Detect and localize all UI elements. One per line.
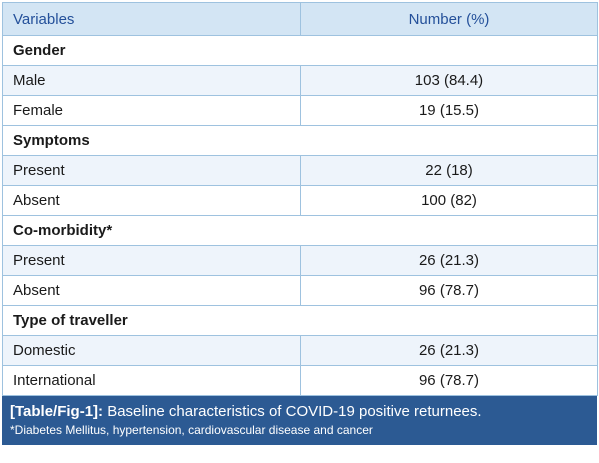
row-value: 103 (84.4) (300, 65, 598, 96)
header-variables: Variables (2, 2, 301, 36)
figure-caption: [Table/Fig-1]: Baseline characteristics … (2, 396, 597, 445)
caption-tag: [Table/Fig-1]: (10, 403, 104, 420)
header-number-percent: Number (%) (300, 2, 598, 36)
table-row: Absent 100 (82) (2, 185, 598, 216)
section-title: Type of traveller (2, 305, 598, 336)
row-value: 22 (18) (300, 155, 598, 186)
row-value: 96 (78.7) (300, 365, 598, 396)
caption-text: Baseline characteristics of COVID-19 pos… (103, 403, 482, 420)
section-row-comorbidity: Co-morbidity* (2, 215, 598, 246)
table-row: International 96 (78.7) (2, 365, 598, 396)
row-value: 100 (82) (300, 185, 598, 216)
row-value: 19 (15.5) (300, 95, 598, 126)
row-value: 26 (21.3) (300, 335, 598, 366)
table-row: Present 26 (21.3) (2, 245, 598, 276)
section-title: Symptoms (2, 125, 598, 156)
baseline-characteristics-table: Variables Number (%) Gender Male 103 (84… (2, 2, 598, 396)
caption-title: [Table/Fig-1]: Baseline characteristics … (10, 402, 589, 422)
row-label: Present (2, 155, 301, 186)
section-row-gender: Gender (2, 35, 598, 66)
section-row-type-of-traveller: Type of traveller (2, 305, 598, 336)
row-label: Domestic (2, 335, 301, 366)
section-title: Gender (2, 35, 598, 66)
table-row: Male 103 (84.4) (2, 65, 598, 96)
section-title: Co-morbidity* (2, 215, 598, 246)
table-figure: Variables Number (%) Gender Male 103 (84… (2, 2, 598, 445)
row-label: Absent (2, 185, 301, 216)
table-row: Absent 96 (78.7) (2, 275, 598, 306)
row-label: Absent (2, 275, 301, 306)
table-row: Domestic 26 (21.3) (2, 335, 598, 366)
row-label: Male (2, 65, 301, 96)
row-label: Female (2, 95, 301, 126)
row-label: International (2, 365, 301, 396)
table-row: Present 22 (18) (2, 155, 598, 186)
section-row-symptoms: Symptoms (2, 125, 598, 156)
table-row: Female 19 (15.5) (2, 95, 598, 126)
row-value: 26 (21.3) (300, 245, 598, 276)
caption-footnote: *Diabetes Mellitus, hypertension, cardio… (10, 423, 373, 437)
table-header-row: Variables Number (%) (2, 2, 598, 36)
row-value: 96 (78.7) (300, 275, 598, 306)
row-label: Present (2, 245, 301, 276)
